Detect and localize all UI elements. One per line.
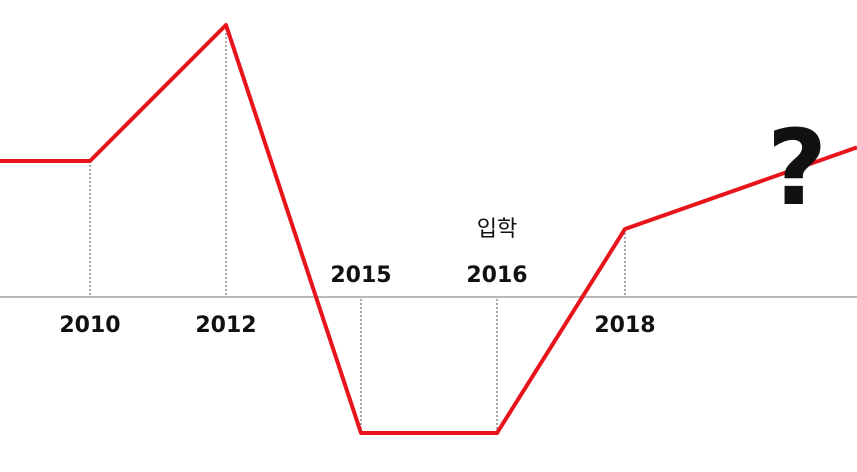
year-label-2015: 2015: [330, 263, 391, 288]
note-label-2016: 입학: [477, 217, 517, 242]
year-label-2012: 2012: [195, 313, 256, 338]
question-mark-annotation: ?: [767, 107, 827, 229]
year-label-2018: 2018: [594, 313, 655, 338]
year-label-2016: 2016: [466, 263, 527, 288]
guide-lines: [89, 25, 626, 433]
year-labels: 2010 2012 2015 2016 입학 2018: [59, 217, 655, 338]
year-label-2010: 2010: [59, 313, 120, 338]
series-line: [0, 23, 857, 435]
